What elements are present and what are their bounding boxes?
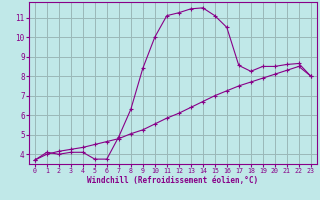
X-axis label: Windchill (Refroidissement éolien,°C): Windchill (Refroidissement éolien,°C) <box>87 176 258 185</box>
